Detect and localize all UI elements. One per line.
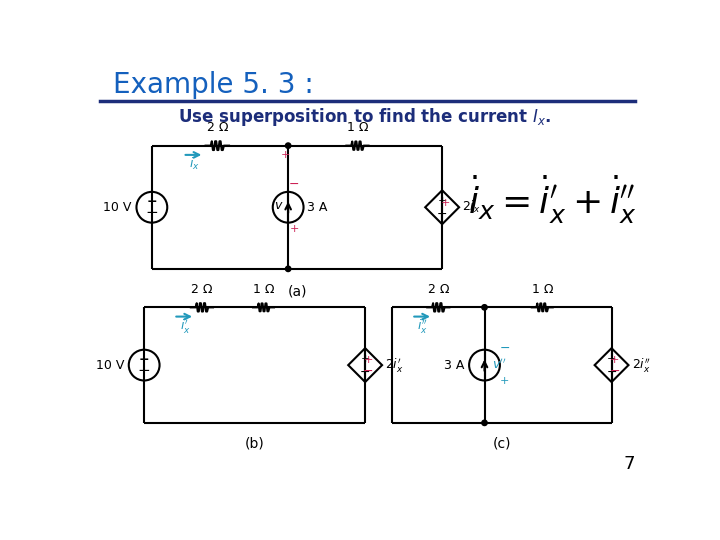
Text: $v''$: $v''$ xyxy=(492,358,507,373)
Text: +: + xyxy=(441,198,450,207)
Text: −: − xyxy=(437,208,447,221)
Text: $2i_x'$: $2i_x'$ xyxy=(385,356,404,374)
Text: Example 5. 3 :: Example 5. 3 : xyxy=(113,71,314,99)
Circle shape xyxy=(482,420,487,426)
Text: $2i_x$: $2i_x$ xyxy=(462,199,481,215)
Text: −: − xyxy=(499,342,510,355)
Text: +: + xyxy=(139,353,150,366)
Text: +: + xyxy=(610,355,619,366)
Text: $v$: $v$ xyxy=(274,199,284,212)
Text: +: + xyxy=(364,355,373,366)
Text: 2 Ω: 2 Ω xyxy=(428,283,449,296)
Text: Use superposition to find the current $\mathbf{\mathit{I_x}}$.: Use superposition to find the current $\… xyxy=(179,106,552,129)
Text: (c): (c) xyxy=(492,437,511,451)
Text: 1 Ω: 1 Ω xyxy=(253,283,274,296)
Text: 3 A: 3 A xyxy=(444,359,464,372)
Text: 10 V: 10 V xyxy=(104,201,132,214)
Text: (a): (a) xyxy=(287,284,307,298)
Text: 7: 7 xyxy=(624,455,636,473)
Text: $i_x'$: $i_x'$ xyxy=(179,318,190,335)
Text: 10 V: 10 V xyxy=(96,359,124,372)
Text: 3 A: 3 A xyxy=(307,201,328,214)
Text: $i_x''$: $i_x''$ xyxy=(418,318,428,335)
Text: −: − xyxy=(360,366,370,379)
Text: −: − xyxy=(145,205,158,220)
Text: $2i_x''$: $2i_x''$ xyxy=(631,356,651,374)
Text: +: + xyxy=(280,150,289,160)
Text: −: − xyxy=(289,178,300,191)
Text: 2 Ω: 2 Ω xyxy=(192,283,212,296)
Text: +: + xyxy=(500,375,509,386)
Text: +: + xyxy=(147,195,157,208)
Text: 1 Ω: 1 Ω xyxy=(531,283,553,296)
Text: +: + xyxy=(607,354,616,364)
Circle shape xyxy=(285,143,291,148)
Text: −: − xyxy=(609,364,620,378)
Text: −: − xyxy=(138,363,150,378)
Text: (b): (b) xyxy=(245,437,264,451)
Text: +: + xyxy=(438,196,447,206)
Circle shape xyxy=(285,266,291,272)
Text: $i_x$: $i_x$ xyxy=(189,156,199,172)
Text: −: − xyxy=(363,364,374,378)
Text: 1 Ω: 1 Ω xyxy=(347,121,368,134)
Text: $\dot{i}_x = \dot{i}_x' + \dot{i}_x''$: $\dot{i}_x = \dot{i}_x' + \dot{i}_x''$ xyxy=(468,173,636,226)
Text: −: − xyxy=(606,366,617,379)
Circle shape xyxy=(482,305,487,310)
Text: +: + xyxy=(361,354,370,364)
Text: 2 Ω: 2 Ω xyxy=(207,121,228,134)
Text: +: + xyxy=(289,224,299,234)
